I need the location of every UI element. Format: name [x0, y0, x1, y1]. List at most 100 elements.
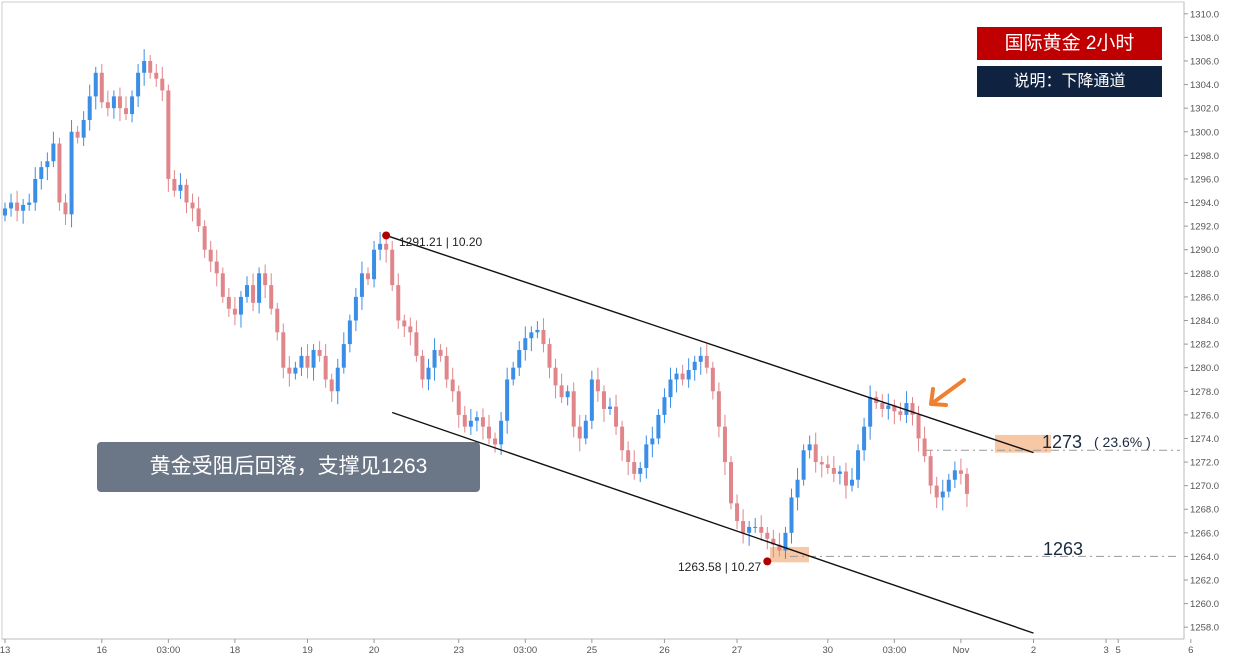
- candle-body: [154, 72, 159, 79]
- candle-body: [916, 414, 921, 439]
- candle-body: [765, 532, 770, 539]
- candle-body: [384, 243, 389, 250]
- chart-subtitle-badge: 说明：下降通道: [977, 66, 1162, 97]
- candle-body: [813, 444, 818, 463]
- chart-title-badge: 国际黄金 2小时: [977, 27, 1162, 60]
- candle-body: [214, 261, 219, 274]
- level-1273-label: 1273: [1042, 432, 1082, 452]
- candle-body: [245, 285, 249, 297]
- candle-body: [190, 202, 195, 209]
- candle-body: [105, 102, 110, 109]
- candle-body: [238, 296, 243, 315]
- candle-body: [335, 367, 340, 392]
- candle-body: [644, 444, 649, 468]
- y-tick-label: 1296.0: [1190, 174, 1219, 185]
- level-1263-label: 1263: [1043, 539, 1083, 559]
- candle-body: [825, 464, 830, 468]
- candle-body: [63, 202, 68, 215]
- candle-body: [39, 167, 44, 179]
- candle-body: [220, 273, 225, 297]
- candle-body: [148, 60, 153, 73]
- candle-body: [142, 60, 147, 73]
- candle-body: [420, 355, 425, 380]
- x-tick-label: 27: [732, 645, 743, 656]
- candle-body: [608, 406, 612, 409]
- candle-body: [196, 208, 201, 227]
- candle-body: [831, 467, 836, 474]
- candle-body: [910, 403, 915, 415]
- y-tick-label: 1264.0: [1190, 552, 1219, 563]
- candle-body: [565, 391, 570, 398]
- candle-body: [293, 367, 298, 374]
- candle-body: [184, 184, 189, 203]
- candle-body: [898, 411, 903, 415]
- candle-body: [281, 332, 286, 368]
- candle-body: [777, 544, 782, 551]
- candle-body: [662, 397, 667, 415]
- candle-body: [444, 355, 449, 380]
- candle-body: [499, 420, 504, 445]
- candle-body: [656, 414, 661, 439]
- x-tick-label: 2: [1031, 645, 1036, 656]
- candle-body: [232, 308, 237, 315]
- candle-body: [964, 473, 969, 494]
- candle-body: [408, 326, 413, 333]
- y-tick-label: 1288.0: [1190, 269, 1219, 280]
- candle-body: [517, 349, 522, 368]
- x-tick-label: 6: [1188, 645, 1193, 656]
- candle-body: [130, 96, 135, 115]
- candle-body: [650, 438, 655, 445]
- plot-frame: [1, 1, 1185, 640]
- candle-body: [317, 349, 322, 356]
- x-tick-label: 03:00: [513, 645, 537, 656]
- high-point-marker: [382, 231, 391, 240]
- candle-body: [390, 249, 395, 286]
- low-point-label: 1263.58 | 10.27: [678, 560, 762, 574]
- candle-body: [396, 285, 401, 321]
- resistance-arrow-icon: [929, 378, 966, 407]
- y-axis: 1258.0 1260.0 1262.0 1264.0 1266.0 1268.0 1270…: [1184, 9, 1219, 634]
- candle-body: [523, 338, 528, 350]
- y-tick-label: 1258.0: [1190, 623, 1219, 634]
- candle-body: [226, 296, 231, 309]
- candles: [3, 49, 969, 559]
- candle-body: [571, 391, 576, 427]
- candle-body: [753, 526, 758, 528]
- candle-body: [438, 349, 443, 356]
- annotation-marks: [382, 231, 772, 566]
- candle-body: [93, 72, 98, 97]
- y-tick-label: 1276.0: [1190, 410, 1219, 421]
- candle-body: [946, 479, 951, 492]
- candle-body: [111, 96, 116, 109]
- y-tick-label: 1266.0: [1190, 528, 1219, 539]
- x-tick-label: 20: [369, 645, 380, 656]
- candle-body: [559, 385, 564, 398]
- x-tick-label: 03:00: [882, 645, 906, 656]
- candle-body: [287, 367, 292, 374]
- candle-body: [251, 285, 256, 303]
- candle-body: [698, 355, 703, 362]
- y-tick-label: 1268.0: [1190, 505, 1219, 516]
- candle-body: [601, 391, 606, 409]
- y-tick-label: 1304.0: [1190, 80, 1219, 91]
- candle-body: [692, 361, 697, 371]
- y-tick-label: 1286.0: [1190, 292, 1219, 303]
- candle-body: [57, 143, 62, 203]
- channel-lines: [385, 234, 1034, 634]
- x-tick-label: Nov: [952, 645, 969, 656]
- candle-body: [81, 119, 86, 138]
- candle-body: [99, 72, 104, 103]
- resistance-zone: [995, 434, 1051, 453]
- candle-body: [511, 367, 516, 380]
- candle-body: [45, 161, 50, 168]
- candle-body: [868, 397, 873, 427]
- y-tick-label: 1306.0: [1190, 56, 1219, 67]
- candle-body: [952, 470, 957, 480]
- candle-body: [583, 420, 588, 439]
- candle-body: [21, 204, 26, 211]
- candle-body: [305, 355, 310, 368]
- x-tick-label: 19: [302, 645, 313, 656]
- candle-body: [311, 349, 316, 368]
- x-tick-label: 03:00: [156, 645, 180, 656]
- candle-body: [638, 467, 643, 474]
